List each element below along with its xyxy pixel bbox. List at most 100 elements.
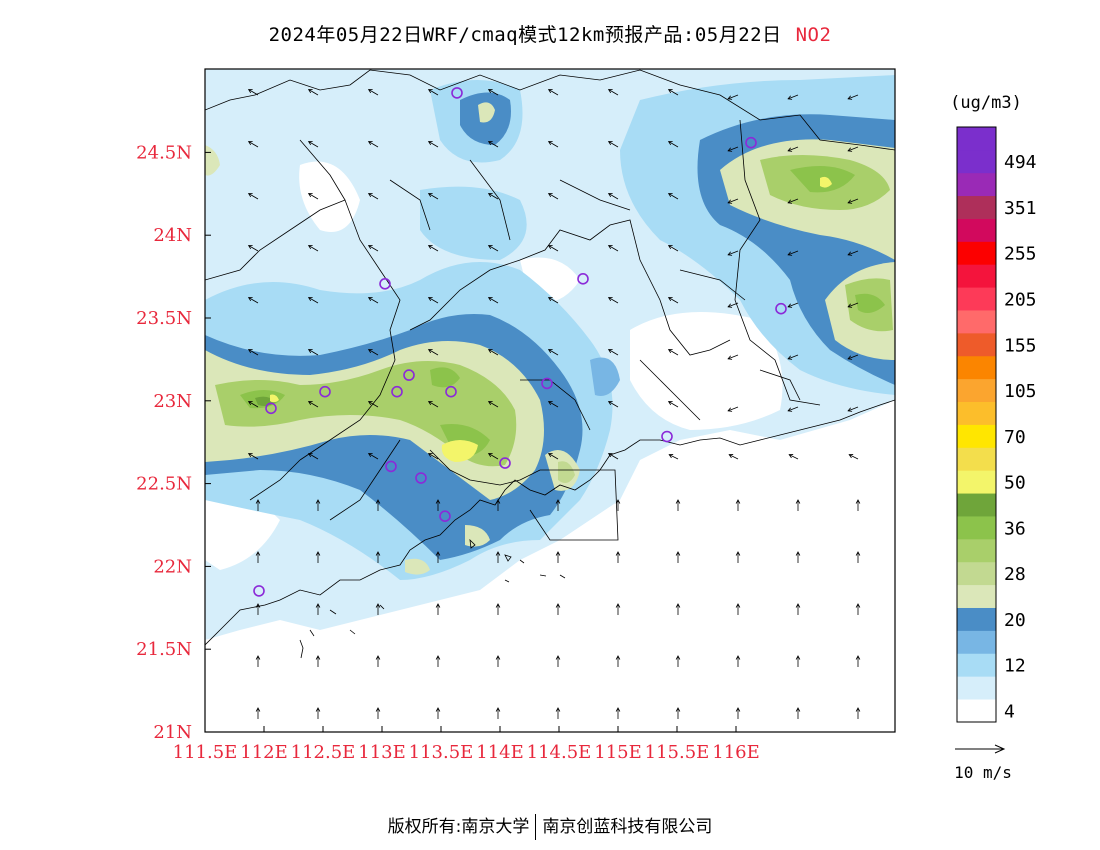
monitoring-stations: [253, 87, 787, 597]
colorbar-swatch: [957, 447, 996, 471]
colorbar-swatch: [957, 355, 996, 380]
wind-arrow: [667, 89, 679, 96]
wind-arrow: [375, 603, 381, 615]
wind-arrow: [555, 499, 561, 511]
colorbar-swatch: [957, 172, 996, 197]
coastline: [205, 399, 895, 646]
wind-arrow: [427, 141, 439, 148]
wind-arrow: [795, 707, 801, 719]
wind-arrow: [787, 146, 799, 152]
province-border-east: [734, 119, 821, 406]
wind-arrow: [847, 354, 859, 360]
field-white-gap-1: [299, 161, 360, 232]
wind-arrow: [307, 453, 319, 460]
wind-arrow: [315, 603, 321, 615]
colorbar-swatch: [957, 584, 996, 608]
x-tick-label: 113E: [358, 742, 406, 763]
wind-arrow: [427, 453, 439, 460]
colorbar: 4 12 20 28 36 50 70 105 155 205 255 351 494: [956, 126, 1037, 723]
colorbar-swatch: [957, 127, 996, 151]
wind-arrow: [427, 297, 439, 304]
wind-arrow: [675, 655, 681, 667]
wind-arrow: [735, 707, 741, 719]
wind-arrow: [607, 89, 619, 96]
wind-arrow: [247, 141, 259, 148]
colorbar-label: 28: [1004, 564, 1026, 585]
x-tick-label: 112.5E: [291, 742, 356, 763]
wind-arrow: [547, 89, 559, 96]
colorbar-swatch: [957, 607, 996, 631]
wind-arrow: [247, 453, 259, 460]
wind-arrow: [435, 551, 441, 563]
wind-arrow: [795, 499, 801, 511]
y-tick-label: 21N: [153, 722, 192, 743]
station-marker: [541, 377, 553, 390]
station-marker: [403, 369, 415, 381]
wind-legend-label: 10 m/s: [954, 763, 1012, 782]
colorbar-label: 12: [1004, 656, 1026, 677]
x-tick-label: 111.5E: [173, 742, 238, 763]
wind-arrow: [607, 453, 619, 460]
wind-arrow: [795, 655, 801, 667]
wind-arrow: [607, 401, 619, 408]
y-tick-label: 23.5N: [136, 308, 192, 329]
wind-arrow: [547, 193, 559, 200]
x-tick-label: 112E: [240, 742, 288, 763]
wind-arrow: [667, 401, 679, 408]
wind-arrow: [375, 551, 381, 563]
wind-arrow: [787, 354, 799, 360]
wind-arrow: [667, 245, 679, 252]
x-tick-label: 115E: [594, 742, 642, 763]
wind-arrow: [427, 245, 439, 252]
wind-arrow: [307, 245, 319, 252]
colorbar-swatch: [957, 287, 996, 311]
colorbar-label: 205: [1004, 290, 1037, 311]
colorbar-swatch: [957, 401, 996, 425]
company-text: 南京创蓝科技有限公司: [542, 817, 713, 837]
wind-arrow: [487, 297, 499, 304]
colorbar-label: 70: [1004, 427, 1026, 448]
footer: 版权所有:南京大学 南京创蓝科技有限公司: [0, 812, 1100, 840]
wind-arrow: [547, 401, 559, 408]
colorbar-swatch: [957, 310, 996, 334]
colorbar-swatch: [957, 424, 996, 448]
wind-arrow: [667, 349, 679, 356]
wind-arrow: [367, 453, 379, 460]
wind-arrow: [555, 603, 561, 615]
title-text: 2024年05月22日WRF/cmaq模式12km预报产品:05月22日: [268, 24, 782, 46]
wind-arrow: [615, 655, 621, 667]
colorbar-swatch: [957, 516, 996, 540]
wind-arrow: [367, 193, 379, 200]
wind-arrow: [307, 401, 319, 408]
y-tick-label: 21.5N: [136, 639, 192, 660]
colorbar-label: 20: [1004, 610, 1026, 631]
colorbar-swatch: [957, 264, 996, 288]
footer-separator: [535, 814, 537, 840]
wind-arrow: [735, 603, 741, 615]
wind-arrow: [787, 406, 799, 412]
x-axis: 111.5E 112E 112.5E 113E 113.5E 114E 114.5E 115E…: [173, 726, 760, 763]
colorbar-swatch: [957, 538, 996, 563]
field-level-36-n: [478, 102, 495, 123]
wind-arrow: [255, 655, 261, 667]
wind-arrow: [247, 297, 259, 304]
station-marker: [253, 585, 265, 597]
wind-arrow: [495, 707, 501, 719]
wind-arrow: [727, 302, 739, 308]
map-title: 2024年05月22日WRF/cmaq模式12km预报产品:05月22日 NO2: [0, 20, 1100, 47]
wind-arrow: [247, 349, 259, 356]
wind-arrow: [735, 551, 741, 563]
field-level-20-sz: [590, 357, 620, 396]
wind-arrow: [855, 551, 861, 563]
field-level-50: [441, 440, 478, 462]
field-level-40-e: [855, 293, 885, 314]
district-border-f: [639, 269, 801, 421]
x-tick-label: 115.5E: [645, 742, 710, 763]
wind-arrow: [367, 245, 379, 252]
wind-arrow: [367, 401, 379, 408]
wind-arrow: [615, 707, 621, 719]
field-level-28-jm: [405, 558, 430, 575]
wind-arrow: [495, 603, 501, 615]
wind-arrow: [855, 655, 861, 667]
